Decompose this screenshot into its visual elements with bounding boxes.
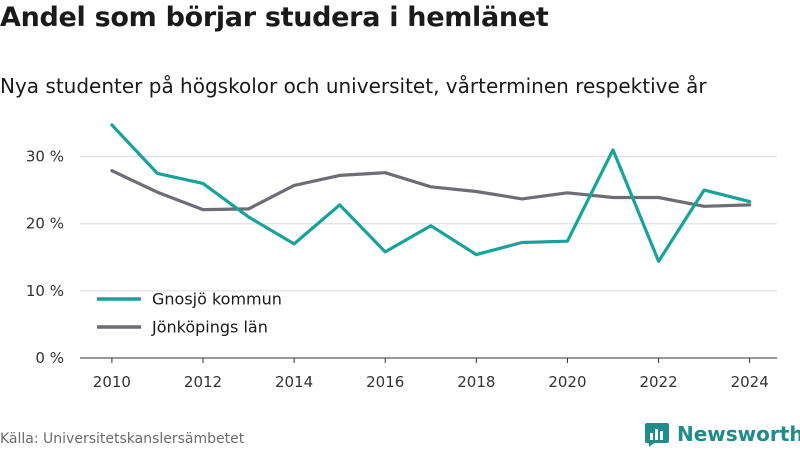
bar-chart-logo-icon — [645, 423, 669, 447]
legend: Gnosjö kommun Jönköpings län — [97, 290, 282, 337]
x-tick-label: 2020 — [548, 373, 586, 391]
x-tick-label: 2014 — [275, 373, 313, 391]
series-lines — [110, 123, 752, 263]
legend-label: Gnosjö kommun — [152, 290, 282, 309]
grid-lines — [80, 156, 777, 292]
x-axis: 2010 2012 2014 2016 2018 2020 2022 2024 — [80, 357, 777, 391]
source-note: Källa: Universitetskanslersämbetet — [0, 431, 245, 447]
y-tick-label: 10 % — [26, 282, 64, 300]
series-line — [110, 123, 752, 263]
line-chart: 0 % 10 % 20 % 30 % 2010 2012 2014 2016 2018 2020… — [26, 123, 777, 391]
x-tick-label: 2022 — [639, 373, 677, 391]
x-tick-label: 2018 — [457, 373, 495, 391]
y-tick-label: 30 % — [26, 148, 64, 166]
chart-title: Andel som börjar studera i hemlänet — [0, 2, 549, 33]
y-axis-ticks: 0 % 10 % 20 % 30 % — [26, 148, 64, 367]
legend-label: Jönköpings län — [151, 318, 268, 337]
series-line — [110, 169, 752, 212]
x-tick-label: 2010 — [93, 373, 131, 391]
brand-name: Newsworthy — [677, 422, 800, 446]
x-tick-label: 2016 — [366, 373, 404, 391]
x-tick-label: 2012 — [184, 373, 222, 391]
y-tick-label: 0 % — [35, 349, 64, 367]
y-tick-label: 20 % — [26, 215, 64, 233]
x-tick-label: 2024 — [731, 373, 769, 391]
chart-subtitle: Nya studenter på högskolor och universit… — [0, 74, 707, 98]
brand-logo[interactable]: Newsworthy — [644, 420, 800, 448]
